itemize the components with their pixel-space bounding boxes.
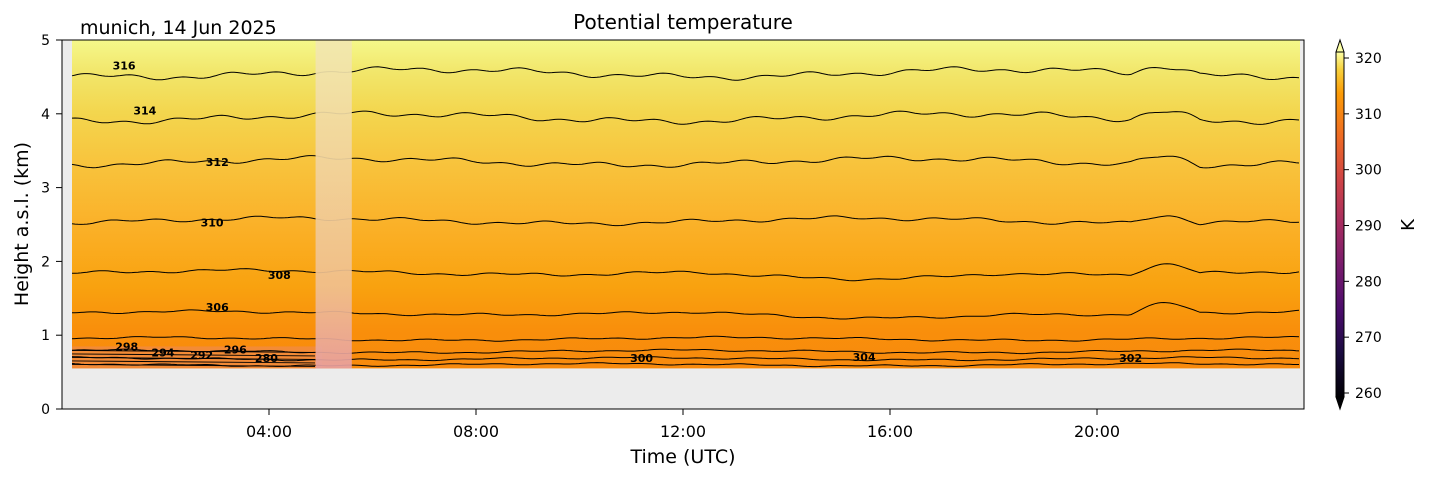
contour-316: [71, 66, 1300, 81]
colorbar-gradient: [1335, 51, 1345, 398]
contour-306: [72, 301, 1300, 320]
y-tick-label: 0: [41, 402, 50, 418]
surface-contour: [71, 353, 316, 357]
contour-302: [71, 348, 1300, 355]
contour-label: 280: [255, 352, 278, 365]
contour-300: [71, 356, 1300, 362]
surface-contour: [71, 349, 316, 353]
contour-304: [71, 335, 1300, 342]
colorbar-ticks: 260 270 280 290 300 310 320: [1344, 51, 1382, 402]
colorbar-tick-label: 320: [1355, 51, 1382, 67]
colorbar-tick-label: 260: [1355, 386, 1382, 402]
x-tick-label: 12:00: [660, 422, 706, 441]
x-tick-label: 16:00: [867, 422, 913, 441]
contour-label: 304: [853, 351, 876, 364]
contour-label: 310: [201, 217, 224, 230]
contour-label: 298: [115, 341, 138, 354]
contour-label: 306: [206, 301, 229, 314]
y-tick-label: 4: [41, 107, 50, 123]
contour-label: 316: [113, 60, 136, 73]
contour-label: 300: [630, 352, 653, 365]
surface-contour: [71, 360, 316, 364]
contour-310: [71, 215, 1300, 227]
x-axis-label: Time (UTC): [629, 446, 735, 468]
colorbar-extend-max: [1335, 38, 1345, 53]
x-tick-label: 08:00: [453, 422, 499, 441]
contour-label: 302: [1119, 352, 1142, 365]
contour-label: 294: [151, 347, 174, 360]
colorbar: 260 270 280 290 300 310 320 K: [1335, 38, 1419, 411]
surface-contour: [71, 363, 316, 367]
contour-308: [72, 263, 1300, 282]
y-tick-label: 2: [41, 254, 50, 270]
y-tick-label: 5: [41, 33, 50, 49]
contour-312: [71, 155, 1300, 169]
contour-label: 312: [206, 156, 229, 169]
x-tick-label: 20:00: [1074, 422, 1120, 441]
data-gap: [315, 40, 352, 369]
contour-lines: [71, 66, 1300, 368]
surface-contour: [71, 356, 316, 360]
chart-title: Potential temperature: [573, 10, 793, 34]
x-tick-label: 04:00: [246, 422, 292, 441]
colorbar-tick-label: 300: [1355, 163, 1382, 179]
y-tick-label: 3: [41, 181, 50, 197]
y-axis-ticks: 0 1 2 3 4 5: [41, 33, 62, 418]
contour-label: 314: [133, 105, 156, 118]
colorbar-tick-label: 290: [1355, 219, 1382, 235]
y-tick-label: 1: [41, 328, 50, 344]
colorbar-tick-label: 280: [1355, 274, 1382, 290]
x-axis-ticks: 04:00 08:00 12:00 16:00 20:00: [246, 409, 1120, 441]
location-date-label: munich, 14 Jun 2025: [80, 17, 277, 39]
contour-label: 292: [190, 349, 213, 362]
colorbar-label: K: [1398, 218, 1419, 231]
contour-label: 296: [224, 344, 247, 357]
y-axis-label: Height a.s.l. (km): [11, 142, 33, 306]
contour-label: 308: [268, 269, 291, 282]
contour-314: [71, 110, 1300, 125]
temperature-field: [72, 40, 1300, 369]
colorbar-extend-min: [1335, 396, 1345, 411]
colorbar-tick-label: 310: [1355, 107, 1382, 123]
contour-labels: 316 314 312 310 308 306 298 294 292 296 280 300 304 3…: [113, 60, 1143, 365]
colorbar-tick-label: 270: [1355, 330, 1382, 346]
